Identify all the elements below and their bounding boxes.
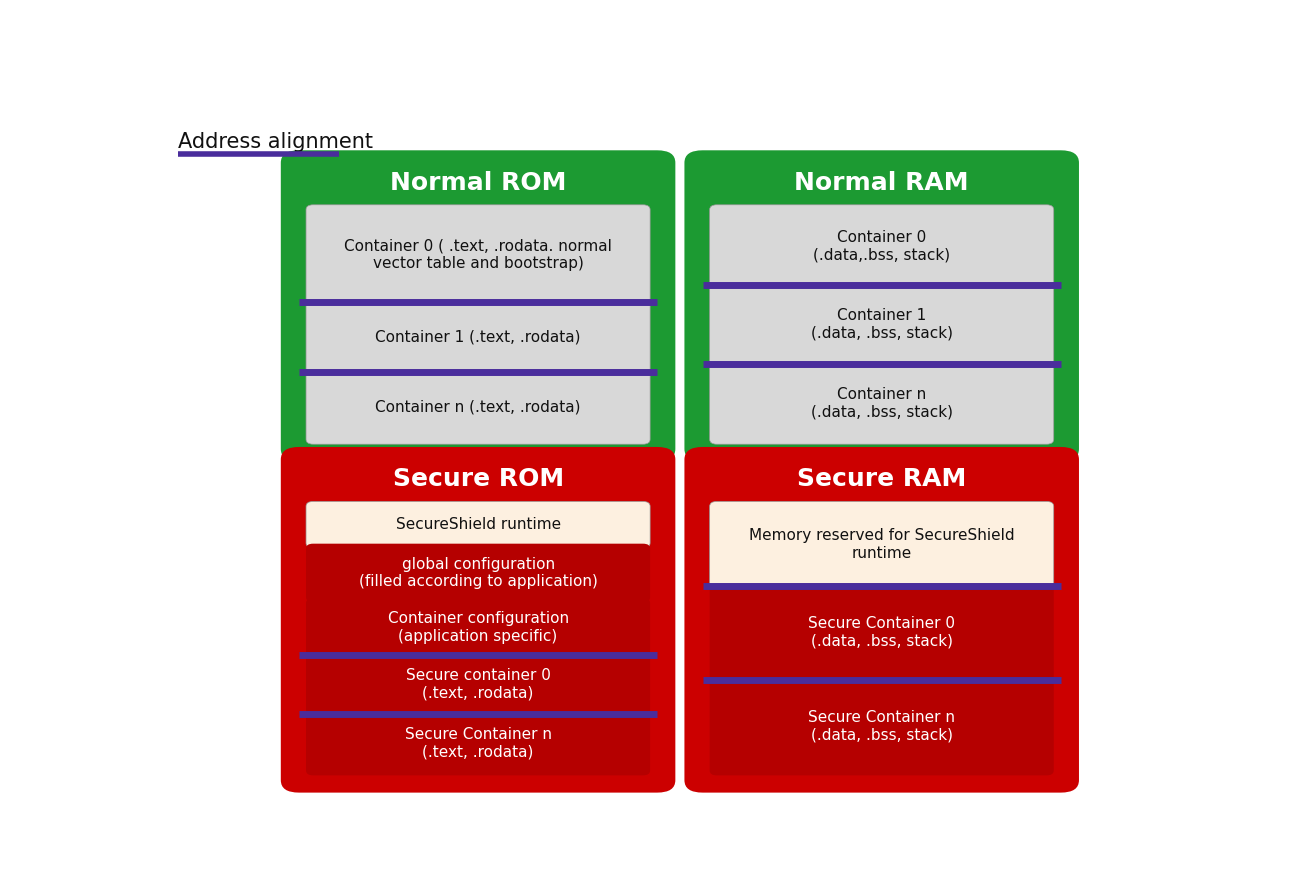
FancyBboxPatch shape bbox=[710, 502, 1053, 588]
FancyBboxPatch shape bbox=[710, 677, 1053, 775]
FancyBboxPatch shape bbox=[306, 370, 650, 444]
Text: Address alignment: Address alignment bbox=[178, 132, 372, 151]
Text: Container configuration
(application specific): Container configuration (application spe… bbox=[388, 611, 569, 643]
Text: Container 1 (.text, .rodata): Container 1 (.text, .rodata) bbox=[375, 330, 581, 345]
FancyBboxPatch shape bbox=[306, 544, 650, 602]
Text: Container n
(.data, .bss, stack): Container n (.data, .bss, stack) bbox=[811, 387, 953, 419]
Text: Container 0 ( .text, .rodata. normal
vector table and bootstrap): Container 0 ( .text, .rodata. normal vec… bbox=[344, 238, 612, 271]
FancyBboxPatch shape bbox=[281, 151, 676, 461]
Text: Normal ROM: Normal ROM bbox=[389, 171, 566, 194]
Text: Secure RAM: Secure RAM bbox=[797, 468, 966, 491]
FancyBboxPatch shape bbox=[710, 283, 1053, 366]
FancyBboxPatch shape bbox=[306, 712, 650, 775]
FancyBboxPatch shape bbox=[306, 205, 650, 305]
FancyBboxPatch shape bbox=[306, 599, 650, 657]
FancyBboxPatch shape bbox=[685, 447, 1079, 793]
Text: Secure Container 0
(.data, .bss, stack): Secure Container 0 (.data, .bss, stack) bbox=[809, 616, 956, 649]
FancyBboxPatch shape bbox=[710, 583, 1053, 682]
Text: SecureShield runtime: SecureShield runtime bbox=[396, 517, 561, 532]
FancyBboxPatch shape bbox=[306, 300, 650, 375]
Text: Normal RAM: Normal RAM bbox=[794, 171, 969, 194]
FancyBboxPatch shape bbox=[710, 362, 1053, 444]
FancyBboxPatch shape bbox=[281, 447, 676, 793]
Text: Secure Container n
(.text, .rodata): Secure Container n (.text, .rodata) bbox=[405, 728, 552, 760]
Text: Container 1
(.data, .bss, stack): Container 1 (.data, .bss, stack) bbox=[811, 308, 953, 340]
Text: Container 0
(.data,.bss, stack): Container 0 (.data,.bss, stack) bbox=[814, 230, 950, 263]
Text: Container n (.text, .rodata): Container n (.text, .rodata) bbox=[375, 400, 581, 415]
Text: global configuration
(filled according to application): global configuration (filled according t… bbox=[358, 556, 598, 590]
Text: Secure ROM: Secure ROM bbox=[392, 468, 564, 491]
FancyBboxPatch shape bbox=[306, 652, 650, 716]
Text: Secure container 0
(.text, .rodata): Secure container 0 (.text, .rodata) bbox=[406, 668, 551, 701]
FancyBboxPatch shape bbox=[685, 151, 1079, 461]
FancyBboxPatch shape bbox=[710, 205, 1053, 288]
Text: Memory reserved for SecureShield
runtime: Memory reserved for SecureShield runtime bbox=[749, 529, 1014, 561]
FancyBboxPatch shape bbox=[306, 502, 650, 547]
Text: Secure Container n
(.data, .bss, stack): Secure Container n (.data, .bss, stack) bbox=[809, 711, 956, 743]
